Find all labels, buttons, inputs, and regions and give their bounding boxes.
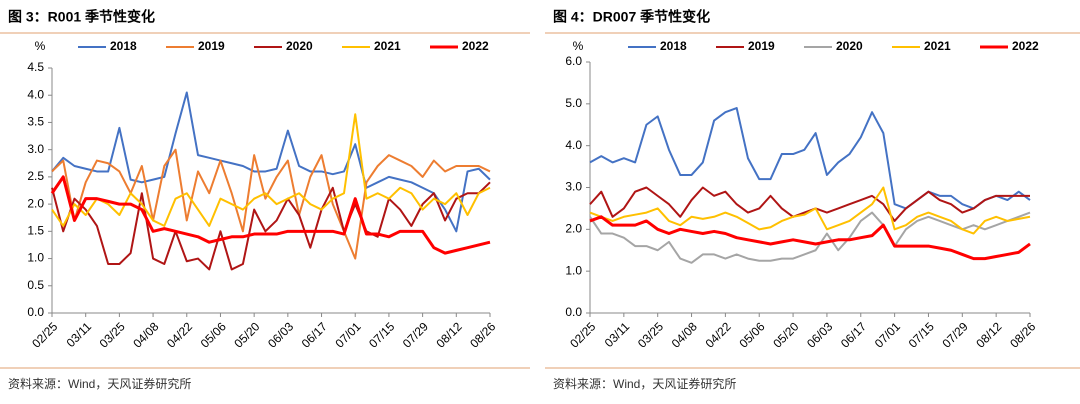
legend-label: 2022: [462, 39, 489, 53]
x-tick-label: 06/03: [265, 319, 296, 350]
chart-title: 图 4：DR007 季节性变化: [553, 9, 710, 25]
x-tick-label: 06/03: [804, 319, 835, 350]
y-tick-label: 4.0: [27, 87, 44, 101]
legend-label: 2019: [198, 39, 225, 53]
y-tick-label: 2.0: [565, 222, 582, 236]
y-tick-label: 4.5: [27, 60, 44, 74]
y-tick-label: 3.5: [27, 115, 44, 129]
x-tick-label: 05/20: [231, 319, 262, 350]
y-tick-label: 1.5: [27, 224, 44, 238]
x-tick-label: 03/11: [602, 319, 633, 350]
x-tick-label: 07/15: [906, 319, 937, 350]
legend-label: 2022: [1012, 39, 1039, 53]
x-tick-label: 02/25: [567, 319, 598, 350]
x-tick-label: 08/12: [434, 319, 465, 350]
y-axis-label: %: [35, 39, 46, 53]
legend-label: 2020: [836, 39, 863, 53]
x-tick-label: 07/29: [400, 319, 431, 350]
x-tick-label: 03/25: [97, 319, 128, 350]
x-tick-label: 03/25: [635, 319, 666, 350]
x-tick-label: 06/17: [299, 319, 330, 350]
x-tick-label: 07/01: [332, 319, 363, 350]
series-line: [589, 211, 1031, 264]
legend-label: 2021: [924, 39, 951, 53]
x-tick-label: 02/25: [29, 319, 60, 350]
series-line: [51, 181, 491, 271]
legend-label: 2020: [286, 39, 313, 53]
x-tick-label: 04/22: [703, 319, 734, 350]
series-line: [51, 91, 491, 233]
x-tick-label: 07/01: [872, 319, 903, 350]
source: 资料来源：Wind，天风证券研究所: [8, 376, 191, 391]
x-tick-label: 08/12: [973, 319, 1004, 350]
legend-label: 2018: [110, 39, 137, 53]
series-line: [589, 186, 1031, 235]
y-axis-label: %: [573, 39, 584, 53]
y-tick-label: 4.0: [565, 138, 582, 152]
y-tick-label: 2.5: [27, 169, 44, 183]
chart-title: 图 3：R001 季节性变化: [8, 9, 155, 25]
x-tick-label: 07/15: [366, 319, 397, 350]
series-line: [589, 107, 1031, 210]
y-tick-label: 1.0: [565, 263, 582, 277]
y-tick-label: 0.5: [27, 278, 44, 292]
legend-label: 2018: [660, 39, 687, 53]
legend-label: 2019: [748, 39, 775, 53]
source: 资料来源：Wind，天风证券研究所: [553, 376, 736, 391]
x-tick-label: 08/26: [467, 319, 498, 350]
y-tick-label: 6.0: [565, 54, 582, 68]
x-tick-label: 05/20: [770, 319, 801, 350]
series-line: [51, 148, 491, 260]
y-tick-label: 5.0: [565, 96, 582, 110]
y-tick-label: 2.0: [27, 196, 44, 210]
x-tick-label: 05/06: [736, 319, 767, 350]
y-tick-label: 3.0: [27, 142, 44, 156]
series-line: [589, 215, 1031, 261]
x-tick-label: 07/29: [940, 319, 971, 350]
y-tick-label: 0.0: [565, 305, 582, 319]
series-line: [50, 175, 491, 255]
y-tick-label: 3.0: [565, 180, 582, 194]
legend-label: 2021: [374, 39, 401, 53]
x-tick-label: 03/11: [64, 319, 95, 350]
y-tick-label: 0.0: [27, 305, 44, 319]
x-tick-label: 08/26: [1007, 319, 1038, 350]
y-tick-label: 1.0: [27, 251, 44, 265]
x-tick-label: 04/22: [164, 319, 195, 350]
x-tick-label: 04/08: [669, 319, 700, 350]
x-tick-label: 06/17: [838, 319, 869, 350]
x-tick-label: 04/08: [130, 319, 161, 350]
x-tick-label: 05/06: [198, 319, 229, 350]
